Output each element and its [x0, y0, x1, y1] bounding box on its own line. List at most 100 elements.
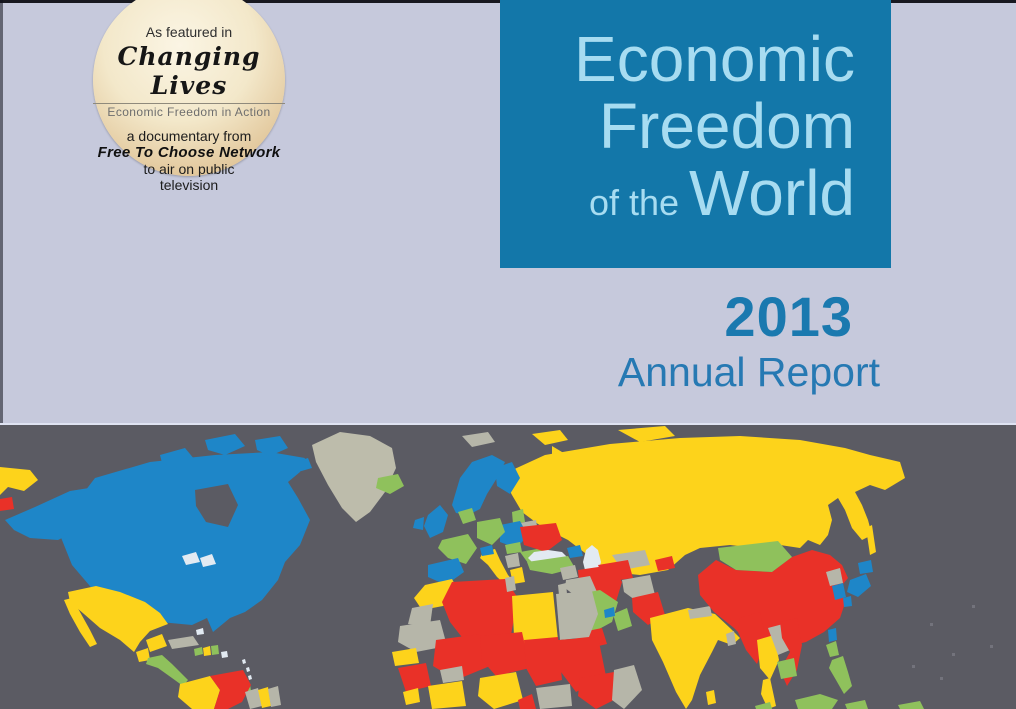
region-china	[698, 550, 848, 650]
region-ethiopia	[578, 672, 622, 709]
region-bangladesh	[726, 631, 736, 646]
region-guyana	[245, 688, 262, 709]
region-pacific-speckle-d	[940, 677, 943, 680]
region-canada-usa	[60, 452, 310, 632]
year-label: 2013	[724, 285, 853, 348]
badge-documentary-text: a documentary from	[126, 128, 252, 144]
region-libya	[512, 592, 558, 650]
region-sakhalin	[866, 525, 876, 555]
region-arctic-island-b	[205, 434, 245, 455]
region-pacific-speckle-a	[930, 623, 933, 626]
region-haiti	[203, 646, 211, 656]
region-germany-benelux	[477, 518, 505, 545]
region-puerto-rico	[221, 651, 228, 658]
region-hudson-bay	[195, 484, 238, 527]
region-chukotka-south	[0, 497, 14, 511]
badge-title-wrap: Changing Lives	[93, 40, 285, 104]
region-central-african-rep	[536, 684, 572, 709]
region-chad	[524, 637, 562, 686]
badge-featured-text: As featured in	[145, 24, 233, 40]
featured-badge: As featured in Changing Lives Economic F…	[93, 0, 285, 193]
region-japan-kyushu	[843, 596, 852, 607]
map-container	[0, 425, 1016, 709]
world-map	[0, 425, 1016, 709]
region-arctic-isle-yellow-a	[532, 430, 568, 445]
region-baltics	[512, 509, 525, 524]
region-mexico	[68, 586, 168, 652]
region-algeria	[442, 579, 518, 650]
title-line-world: of the World	[500, 160, 891, 236]
region-burkina-faso	[440, 666, 464, 683]
region-mongolia	[718, 541, 792, 572]
region-central-america	[146, 655, 188, 686]
region-pacific-speckle-e	[990, 645, 993, 648]
region-new-guinea	[898, 701, 924, 709]
region-thailand	[757, 635, 779, 680]
region-nigeria	[478, 672, 523, 709]
region-philippines-north	[826, 641, 839, 657]
region-finland	[495, 462, 520, 494]
region-ireland	[413, 517, 424, 530]
region-senegal	[392, 648, 419, 666]
region-philippines-south	[829, 656, 852, 694]
region-lesser-antilles-c	[248, 675, 252, 680]
region-oman	[613, 608, 632, 631]
region-guatemala	[136, 648, 150, 662]
region-ivory-coast-ghana	[428, 681, 466, 709]
title-line-freedom: Freedom	[598, 90, 855, 162]
region-mauritania	[398, 620, 447, 652]
region-cuba	[168, 636, 199, 649]
region-sierra-leone-liberia	[403, 688, 420, 705]
region-iceland	[376, 474, 404, 494]
region-syria	[560, 565, 578, 580]
region-baja-california	[64, 598, 97, 647]
region-lesser-antilles-b	[246, 667, 250, 672]
region-nepal	[688, 606, 712, 619]
region-alaska	[5, 485, 115, 540]
region-united-kingdom	[424, 505, 448, 538]
region-japan-hokkaido	[858, 560, 873, 574]
badge-network-name: Free To Choose Network	[97, 144, 281, 161]
region-great-lakes-east	[200, 554, 216, 567]
region-somalia	[612, 665, 642, 709]
map-separator-line	[0, 423, 1016, 425]
region-greenland	[312, 432, 396, 522]
annual-report-label: Annual Report	[617, 349, 880, 395]
badge-subtitle: Economic Freedom in Action	[107, 105, 271, 119]
region-lesser-antilles-a	[242, 659, 246, 664]
region-iberia	[428, 558, 464, 585]
title-of-the: of the	[588, 182, 680, 223]
badge-title: Changing Lives	[93, 42, 285, 104]
region-jamaica	[194, 647, 203, 656]
title-world: World	[689, 157, 855, 229]
region-western-sahara	[408, 604, 433, 626]
badge-television-text: television	[159, 177, 219, 193]
region-pacific-speckle-b	[952, 653, 955, 656]
region-taiwan	[828, 628, 837, 642]
region-svalbard	[462, 432, 495, 447]
region-malay-peninsula	[761, 678, 776, 709]
region-mali	[433, 634, 490, 680]
region-suriname	[258, 687, 271, 708]
region-dominican-republic	[211, 645, 219, 655]
region-north-korea	[826, 568, 843, 586]
region-kyrgyzstan	[655, 556, 675, 571]
region-norway-sweden	[452, 455, 505, 515]
region-balkans	[505, 553, 520, 568]
region-jordan-israel	[558, 583, 567, 595]
region-hungary	[505, 542, 522, 554]
region-italy	[480, 549, 515, 587]
region-south-korea	[832, 583, 846, 600]
region-tunisia	[505, 576, 516, 592]
region-uae-qatar	[604, 607, 615, 618]
region-pacific-speckle-f	[912, 665, 915, 668]
region-ukraine	[520, 523, 562, 552]
region-venezuela	[210, 670, 251, 709]
region-caucasus	[567, 545, 583, 558]
region-arctic-island-d	[295, 458, 312, 472]
region-sulawesi	[845, 700, 868, 709]
page-left-edge	[0, 0, 3, 425]
region-egypt	[556, 591, 598, 640]
region-france	[438, 534, 477, 564]
